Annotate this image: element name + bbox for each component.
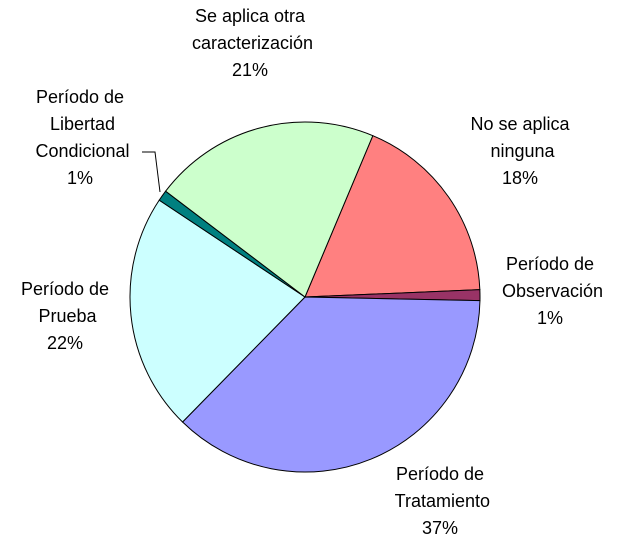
- value-label: 1%: [537, 308, 563, 328]
- value-label: 37%: [422, 518, 458, 538]
- label-line: No se aplica: [470, 114, 570, 134]
- label-line: Observación: [497, 281, 603, 301]
- slice-label: No se aplica ninguna: [470, 114, 570, 161]
- label-line: Período de: [21, 279, 109, 299]
- slice-label: Período de Observación: [497, 254, 603, 301]
- label-line: Condicional: [30, 141, 129, 161]
- label-line: Libertad: [45, 114, 115, 134]
- pie-slice: [181, 296, 481, 473]
- label-line: Período de: [36, 87, 124, 107]
- label-line: Se aplica otra: [195, 6, 306, 26]
- label-line: Tratamiento: [390, 491, 490, 511]
- label-line: ninguna: [485, 141, 555, 161]
- slice-label: Período de Libertad Condicional: [30, 87, 129, 161]
- label-line: Período de: [396, 464, 484, 484]
- pie-slice: [304, 135, 481, 298]
- leader-line: [142, 151, 161, 193]
- slice-label: Se aplica otra caracterización: [187, 6, 313, 53]
- label-line: caracterización: [187, 33, 313, 53]
- pie-slice: [164, 121, 374, 298]
- value-label: 18%: [502, 168, 538, 188]
- label-line: Prueba: [33, 306, 97, 326]
- slice-label: Período de Prueba: [21, 279, 109, 326]
- slice-label: Período de Tratamiento: [390, 464, 490, 511]
- value-label: 21%: [232, 60, 268, 80]
- pie-slice: [129, 199, 306, 423]
- value-label: 1%: [67, 168, 93, 188]
- value-label: 22%: [47, 333, 83, 353]
- label-line: Período de: [506, 254, 594, 274]
